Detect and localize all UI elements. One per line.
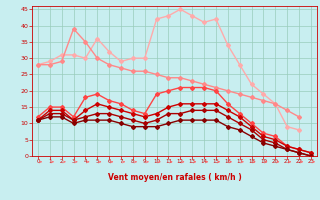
X-axis label: Vent moyen/en rafales ( km/h ): Vent moyen/en rafales ( km/h ) bbox=[108, 173, 241, 182]
